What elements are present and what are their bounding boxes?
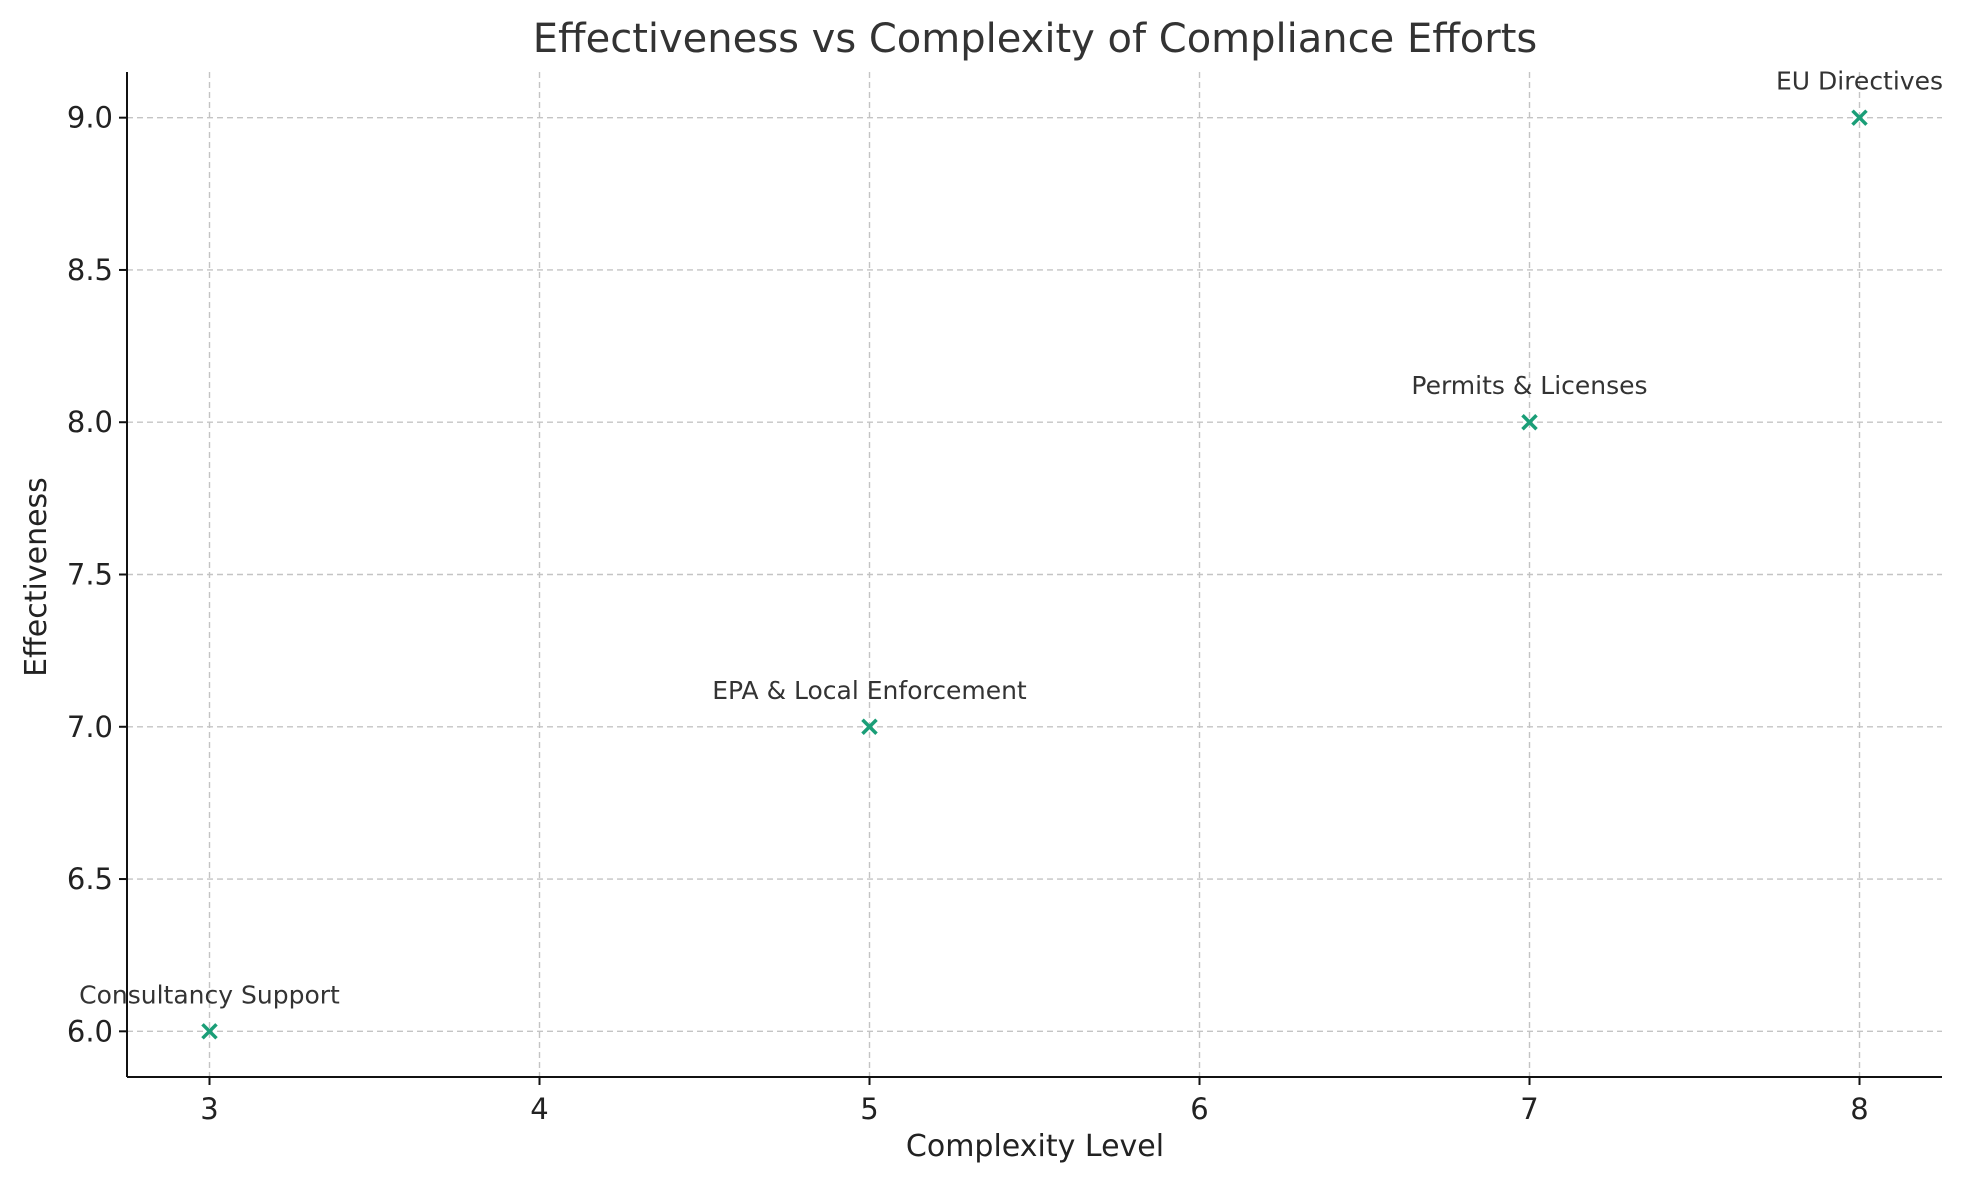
y-tick-label: 8.0: [67, 405, 113, 439]
point-label: EU Directives: [1776, 67, 1943, 96]
point-label: Consultancy Support: [79, 980, 340, 1009]
point-label: Permits & Licenses: [1411, 371, 1647, 400]
data-point: [1851, 109, 1868, 126]
y-tick-label: 6.0: [67, 1014, 113, 1048]
ticks-layer: 3 4 5 6 7 8 6.0 6.5 7.0 7.5 8.0 8.5 9.0: [67, 101, 1869, 1126]
data-point: [201, 1023, 218, 1040]
points-layer: [201, 109, 1868, 1040]
x-tick-label: 6: [1190, 1092, 1208, 1126]
x-marker-stroke: [201, 1023, 218, 1040]
data-point: [1521, 413, 1538, 431]
x-tick-label: 8: [1850, 1092, 1868, 1126]
x-marker-stroke: [1521, 413, 1538, 431]
y-tick-label: 7.0: [67, 710, 113, 744]
x-marker-stroke: [1851, 109, 1868, 126]
x-marker-stroke: [861, 718, 878, 736]
y-tick-label: 6.5: [67, 862, 113, 896]
grid-layer: [127, 72, 1942, 1077]
chart-title: Effectiveness vs Complexity of Complianc…: [533, 16, 1537, 62]
x-tick-label: 4: [530, 1092, 548, 1126]
y-tick-label: 8.5: [67, 253, 113, 287]
x-tick-label: 3: [200, 1092, 218, 1126]
y-tick-label: 7.5: [67, 558, 113, 592]
y-axis-label: Effectiveness: [19, 477, 54, 677]
x-axis-label: Complexity Level: [906, 1129, 1164, 1164]
y-tick-label: 9.0: [67, 101, 113, 135]
x-tick-label: 7: [1520, 1092, 1538, 1126]
data-point: [861, 718, 878, 736]
point-labels-layer: Consultancy Support EPA & Local Enforceme…: [79, 67, 1943, 1010]
x-tick-label: 5: [860, 1092, 878, 1126]
point-label: EPA & Local Enforcement: [712, 676, 1027, 705]
